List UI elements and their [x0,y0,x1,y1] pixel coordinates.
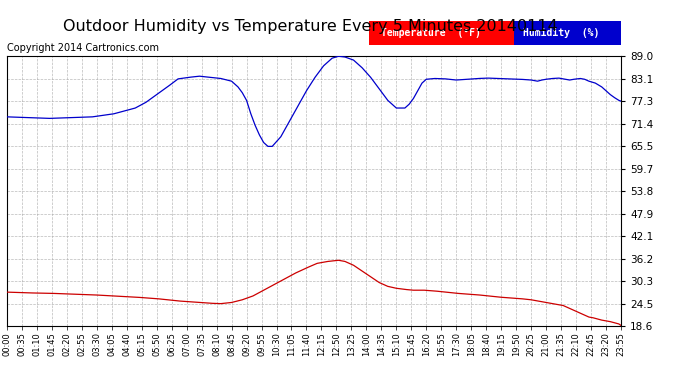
Text: Outdoor Humidity vs Temperature Every 5 Minutes 20140114: Outdoor Humidity vs Temperature Every 5 … [63,19,558,34]
Text: Temperature  (°F): Temperature (°F) [381,28,481,38]
Text: Humidity  (%): Humidity (%) [522,28,599,38]
Text: Copyright 2014 Cartronics.com: Copyright 2014 Cartronics.com [7,43,159,53]
